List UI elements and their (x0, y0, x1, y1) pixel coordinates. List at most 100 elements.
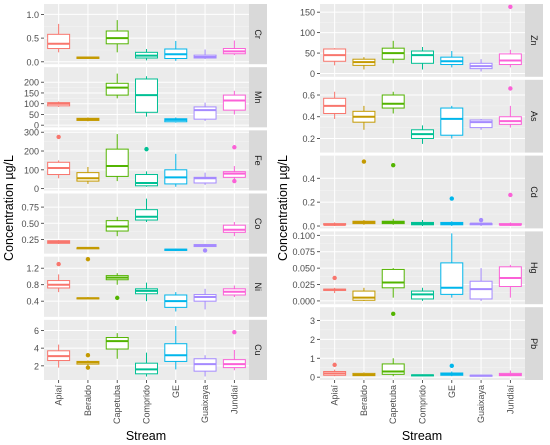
outlier-point (144, 146, 149, 152)
outlier-point (56, 134, 61, 140)
x-tick-label: GE (171, 385, 181, 398)
box-apiaí (323, 222, 347, 227)
box-capetuba (105, 134, 129, 182)
facet-label: Fe (253, 155, 263, 166)
y-tick-label: 0.0 (302, 222, 315, 232)
facet-strip (249, 130, 267, 191)
outlier-point (332, 275, 337, 281)
y-axis-title-left: Concentration µg/L (2, 155, 16, 261)
box-comprido (411, 125, 434, 144)
box-comprido (411, 46, 434, 70)
box-iqr (222, 94, 246, 111)
box-iqr (440, 262, 464, 295)
box-capetuba (381, 40, 405, 64)
y-tick-label: 0.000 (292, 296, 315, 306)
outlier-point (232, 145, 237, 150)
y-tick-label: 0.4 (302, 174, 315, 184)
box-guaixaya (469, 217, 493, 227)
box-apiaí (47, 261, 71, 293)
box-capetuba (381, 268, 405, 298)
y-tick-label: 100 (24, 99, 39, 109)
box-guaixaya (193, 243, 217, 253)
box-iqr (164, 343, 188, 362)
y-tick-label: 100 (300, 28, 315, 38)
outlier-point (391, 311, 396, 317)
box-comprido (135, 198, 158, 222)
facet-strip (525, 155, 543, 229)
facet-label: Ni (253, 283, 263, 292)
box-capetuba (105, 333, 129, 359)
box-comprido (135, 76, 158, 117)
box-iqr (411, 50, 434, 64)
box-ge (440, 51, 464, 68)
box-ge (164, 326, 188, 370)
box-comprido (411, 220, 434, 227)
facet-strip (525, 4, 543, 77)
outlier-point (232, 178, 237, 184)
y-tick-label: 0.100 (292, 231, 315, 241)
facet-label: Hg (529, 262, 539, 274)
box-iqr (498, 53, 522, 66)
y-tick-label: 0.25 (21, 235, 39, 245)
facet-label: Cr (253, 29, 263, 39)
x-tick-label: Apiaí (54, 385, 64, 406)
y-tick-label: 50 (305, 49, 315, 59)
box-apiaí (47, 134, 71, 179)
x-tick-label: Apiaí (330, 385, 340, 406)
box-iqr (105, 82, 129, 96)
box-capetuba (105, 73, 129, 99)
outlier-point (85, 353, 91, 358)
box-iqr (193, 106, 217, 120)
box-iqr (352, 290, 376, 301)
y-tick-label: 0.050 (292, 264, 315, 274)
box-beraldo (76, 166, 100, 184)
box-comprido (411, 287, 434, 301)
box-apiaí (47, 101, 71, 107)
outlier-point (85, 256, 91, 262)
box-comprido (411, 374, 434, 377)
facet-strip (249, 193, 267, 254)
y-axis-title-right: Concentration µg/L (276, 155, 290, 261)
x-axis-title-right: Stream (402, 429, 442, 443)
box-iqr (498, 266, 522, 287)
box-apiaí (323, 362, 347, 377)
box-guaixaya (469, 268, 493, 301)
box-guaixaya (469, 59, 493, 72)
box-ge (440, 105, 464, 139)
outlier-point (56, 261, 61, 267)
facet-strip (525, 79, 543, 153)
box-jundiaí (222, 90, 246, 115)
y-tick-label: 0.075 (292, 247, 315, 257)
outlier-point (85, 365, 91, 370)
x-tick-label: Capetuba (388, 385, 398, 424)
box-beraldo (76, 256, 100, 300)
facet-label: Mn (253, 91, 263, 104)
y-tick-label: 6 (34, 326, 39, 336)
y-tick-label: 0.6 (302, 91, 315, 101)
box-guaixaya (193, 49, 217, 59)
box-ge (164, 153, 188, 187)
outlier-point (232, 330, 237, 335)
box-iqr (47, 33, 71, 50)
box-guaixaya (193, 355, 217, 377)
outlier-point (332, 362, 337, 368)
y-tick-label: 2 (34, 361, 39, 371)
y-tick-label: 0.4 (26, 297, 39, 307)
box-apiaí (323, 275, 347, 294)
box-ge (164, 248, 188, 252)
x-tick-label: Guaixaya (476, 385, 486, 423)
box-apiaí (47, 240, 71, 244)
box-comprido (135, 282, 158, 302)
box-guaixaya (193, 288, 217, 310)
facet-strip (249, 256, 267, 317)
x-tick-label: Comprido (142, 385, 152, 424)
y-tick-label: 1.0 (26, 10, 39, 20)
box-beraldo (76, 56, 100, 59)
y-tick-label: 0.4 (302, 112, 315, 122)
box-beraldo (76, 246, 100, 250)
y-tick-label: 50 (29, 110, 39, 120)
facet-label: Cd (529, 186, 539, 198)
y-tick-label: 0 (34, 121, 39, 131)
box-capetuba (105, 273, 129, 301)
box-jundiaí (498, 86, 522, 128)
